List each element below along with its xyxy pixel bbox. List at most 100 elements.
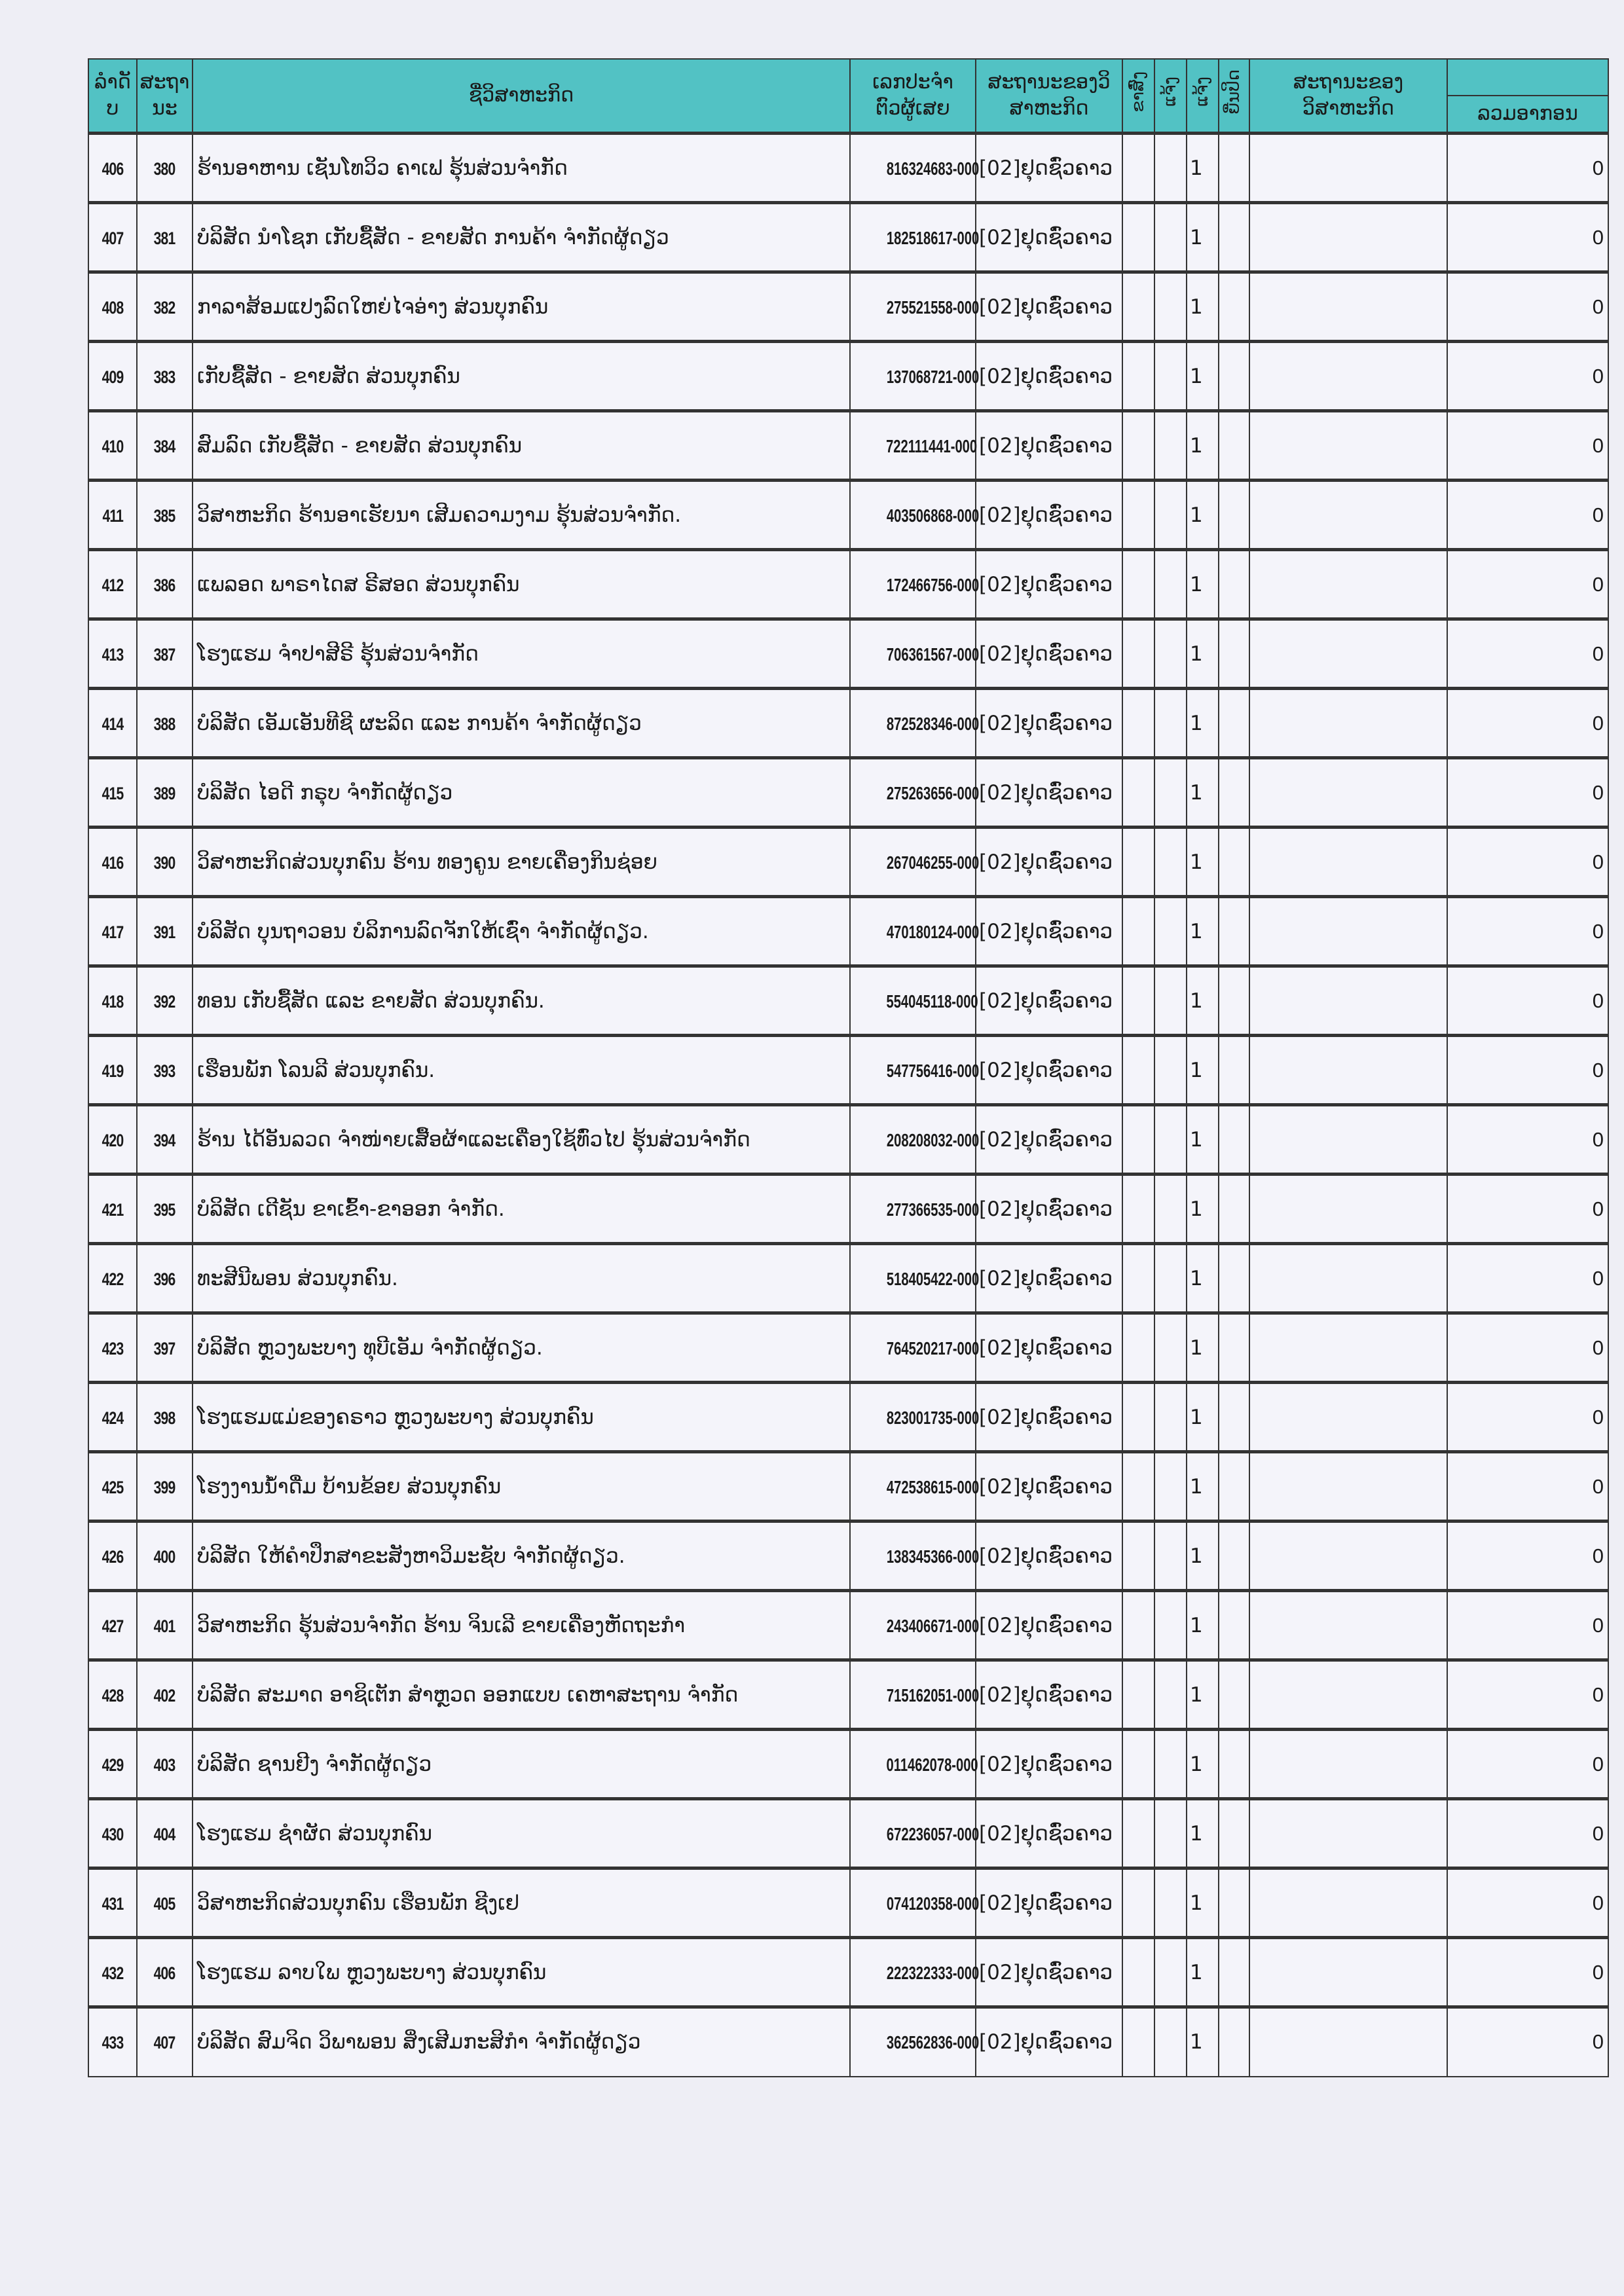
cell-enterprise-status-text: [02]ຢຸດຊົ່ວຄາວ: [979, 1197, 1113, 1221]
cell-flag-2: [1154, 1867, 1187, 1939]
cell-flag-1: [1122, 756, 1155, 828]
cell-flag-2: [1154, 1103, 1187, 1175]
cell-status-no-text: 396: [154, 1269, 176, 1289]
table-row: 412 386 ແພລອດ ພາຣາໄດສ ຣີສອດ ສ່ວນບຸກຄົນ 1724…: [88, 548, 1609, 620]
cell-flag-1: [1122, 1867, 1155, 1939]
cell-enterprise-status-text: [02]ຢຸດຊົ່ວຄາວ: [979, 364, 1113, 388]
header-text: ລຳດັ: [94, 70, 131, 94]
cell-flag-3: 1: [1186, 1520, 1219, 1592]
cell-row-no: 416: [88, 826, 138, 898]
cell-tin: 722111441-000: [849, 409, 977, 481]
cell-total-tax: 0: [1447, 1242, 1609, 1314]
cell-flag-2: [1154, 1450, 1187, 1522]
cell-row-no-text: 423: [101, 1338, 124, 1358]
cell-row-no-text: 416: [101, 852, 124, 873]
cell-tin: 706361567-000: [849, 617, 979, 689]
cell-status-no-text: 394: [154, 1130, 176, 1150]
cell-enterprise-name: ບໍລິສັດ ສົມຈິດ ວິພາພອນ ສິ່ງເສີມກະສິກຳ ຈຳ…: [192, 2005, 851, 2077]
cell-tin: 277366535-000: [849, 1173, 979, 1245]
cell-total-tax-text: 0: [1592, 364, 1604, 388]
header-text: ສາຫະກິດ: [1009, 97, 1089, 120]
cell-flag-4: [1218, 1520, 1250, 1592]
cell-flag-4: [1218, 1311, 1250, 1383]
cell-tin-text: 823001735-000: [886, 1407, 980, 1428]
table-row: 420 394 ຮ້ານ ໄດ້ອັນລວດ ຈຳໜ່າຍເສື້ອຜ້າແລະເຄ…: [88, 1103, 1609, 1175]
cell-tin-text: 403506868-000: [886, 505, 980, 526]
cell-flag-3-text: 1: [1190, 1127, 1203, 1152]
cell-enterprise-status-text: [02]ຢຸດຊົ່ວຄາວ: [979, 642, 1113, 666]
cell-flag-3-text: 1: [1190, 850, 1203, 874]
cell-status-no-text: 402: [154, 1685, 176, 1705]
cell-enterprise-name-text: ບໍລິສັດ ນຳໂຊກ ເກັບຊື້ສັດ - ຂາຍສັດ ການຄ້າ…: [197, 225, 669, 249]
cell-total-tax: 0: [1447, 1173, 1609, 1245]
cell-enterprise-state: [1249, 1658, 1448, 1730]
cell-enterprise-name: ໂຮງແຮມແມ່ຂອງຄຣາວ ຫຼວງພະບາງ ສ່ວນບຸກຄົນ: [192, 1381, 851, 1453]
cell-flag-3-text: 1: [1190, 2030, 1203, 2054]
cell-enterprise-status: [02]ຢຸດຊົ່ວຄາວ: [975, 1867, 1123, 1939]
cell-flag-2: [1154, 132, 1187, 204]
cell-row-no-text: 430: [101, 1824, 124, 1844]
cell-status-no: 388: [136, 687, 193, 759]
cell-tin-text: 074120358-000: [886, 1893, 980, 1914]
cell-flag-2: [1154, 1034, 1187, 1106]
cell-total-tax: 0: [1447, 1728, 1609, 1800]
cell-enterprise-status: [02]ຢຸດຊົ່ວຄາວ: [975, 1589, 1123, 1661]
cell-enterprise-state: [1249, 1173, 1448, 1245]
cell-enterprise-name-text: ຮ້ານ ໄດ້ອັນລວດ ຈຳໜ່າຍເສື້ອຜ້າແລະເຄື່ອງໃຊ…: [197, 1127, 750, 1152]
cell-status-no-text: 381: [154, 228, 176, 248]
cell-flag-3-text: 1: [1190, 156, 1203, 180]
cell-enterprise-state: [1249, 1728, 1448, 1800]
cell-enterprise-status-text: [02]ຢຸດຊົ່ວຄາວ: [979, 1336, 1113, 1360]
cell-tin: 764520217-000: [849, 1311, 979, 1383]
cell-flag-3: 1: [1186, 132, 1219, 204]
cell-status-no: 382: [136, 270, 193, 342]
header-text: ແຈ້ງ: [1192, 77, 1212, 107]
cell-total-tax-text: 0: [1592, 919, 1604, 943]
cell-enterprise-state: [1249, 1381, 1448, 1453]
cell-row-no-text: 425: [101, 1477, 124, 1497]
cell-enterprise-state: [1249, 1936, 1448, 2008]
cell-flag-2: [1154, 2005, 1187, 2077]
cell-enterprise-name-text: ວິສາຫະກິດສ່ວນບຸກຄົນ ຮ້ານ ທອງຄູນ ຂາຍເຄື່ອ…: [197, 850, 657, 874]
cell-flag-4: [1218, 617, 1250, 689]
cell-total-tax: 0: [1447, 1450, 1609, 1522]
cell-enterprise-name: ໂຮງແຮມ ຊຳຜັດ ສ່ວນບຸກຄົນ: [192, 1797, 851, 1869]
cell-tin: 172466756-000: [849, 548, 979, 620]
cell-total-tax: 0: [1447, 617, 1609, 689]
cell-row-no-text: 414: [101, 714, 124, 734]
cell-status-no: 384: [136, 409, 193, 481]
cell-flag-3-text: 1: [1190, 572, 1203, 596]
cell-flag-2: [1154, 1242, 1187, 1314]
cell-total-tax-text: 0: [1592, 295, 1604, 318]
cell-flag-3-text: 1: [1190, 295, 1203, 319]
cell-tin-text: 275521558-000: [886, 297, 980, 318]
cell-tin-text: 362562836-000: [886, 2032, 980, 2053]
cell-enterprise-name-text: ບໍລິສັດ ເອັມເອັນທີຊີ ຜະລິດ ແລະ ການຄ້າ ຈຳ…: [197, 711, 642, 735]
cell-tin: 816324683-000: [849, 132, 979, 204]
cell-enterprise-state: [1249, 2005, 1448, 2077]
cell-flag-2: [1154, 1311, 1187, 1383]
cell-flag-1: [1122, 895, 1155, 967]
cell-flag-3-text: 1: [1190, 364, 1203, 388]
cell-enterprise-status-text: [02]ຢຸດຊົ່ວຄາວ: [979, 1613, 1113, 1637]
cell-flag-2: [1154, 687, 1187, 759]
cell-status-no: 399: [136, 1450, 193, 1522]
cell-enterprise-name-text: ທອນ ເກັບຊື້ສັດ ແລະ ຂາຍສັດ ສ່ວນບຸກຄົນ.: [197, 989, 545, 1013]
cell-flag-1: [1122, 1311, 1155, 1383]
cell-enterprise-name-text: ວິສາຫະກິດ ຮ້ານອາເຮັຍນາ ເສີມຄວາມງາມ ຮຸ້ນສ…: [197, 503, 682, 527]
cell-enterprise-name-text: ບໍລິສັດ ສົມຈິດ ວິພາພອນ ສິ່ງເສີມກະສິກຳ ຈຳ…: [197, 2030, 641, 2054]
cell-enterprise-name: ວິສາຫະກິດ ຮ້ານອາເຮັຍນາ ເສີມຄວາມງາມ ຮຸ້ນສ…: [192, 479, 851, 551]
cell-enterprise-status: [02]ຢຸດຊົ່ວຄາວ: [975, 964, 1123, 1036]
cell-status-no: 391: [136, 895, 193, 967]
cell-row-no-text: 418: [101, 991, 124, 1011]
cell-row-no-text: 432: [101, 1963, 124, 1983]
cell-enterprise-state: [1249, 687, 1448, 759]
cell-enterprise-name-text: ຮ້ານອາຫານ ເຊັນໂທວິວ ຄາເຟ ຮຸ້ນສ່ວນຈຳກັດ: [197, 156, 568, 180]
cell-flag-3: 1: [1186, 1936, 1219, 2008]
cell-flag-4: [1218, 1936, 1250, 2008]
cell-enterprise-status: [02]ຢຸດຊົ່ວຄາວ: [975, 1728, 1123, 1800]
cell-status-no: 401: [136, 1589, 193, 1661]
cell-enterprise-name-text: ໂຮງງານນ້ຳດື່ມ ບ້ານຂ້ອຍ ສ່ວນບຸກຄົນ: [197, 1474, 502, 1499]
cell-enterprise-name-text: ເກັບຊື້ສັດ - ຂາຍສັດ ສ່ວນບຸກຄົນ: [197, 364, 460, 388]
cell-tin-text: 137068721-000: [886, 366, 980, 387]
